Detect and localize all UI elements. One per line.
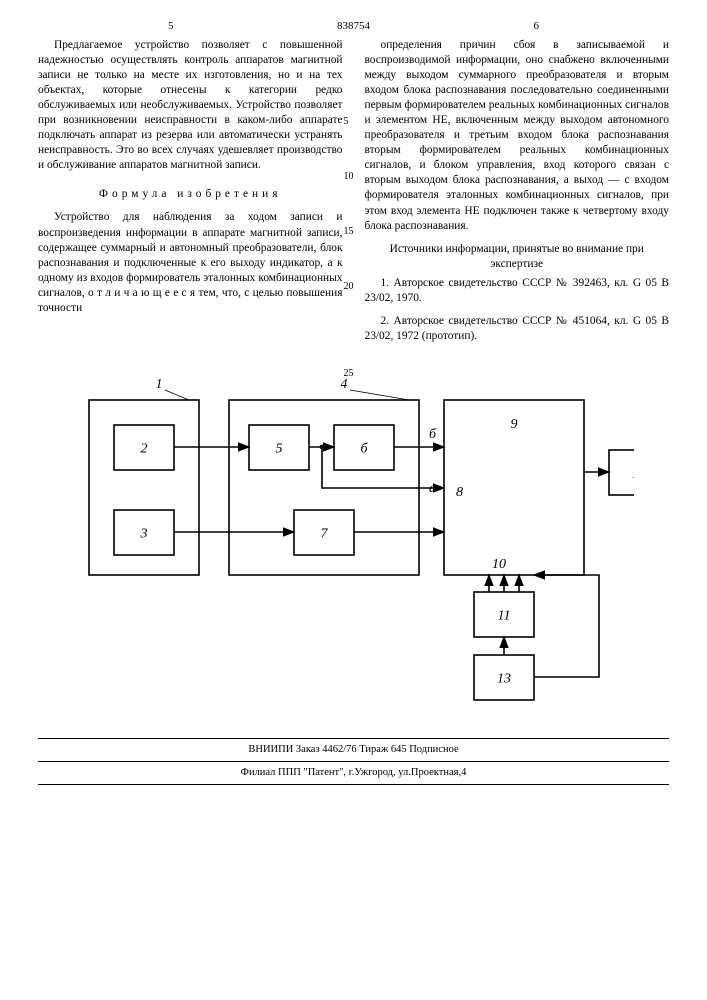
source-item: 1. Авторское свидетельство СССР № 392463… [365, 276, 670, 306]
paragraph: определения причин сбоя в записываемой и… [365, 38, 670, 234]
source-item: 2. Авторское свидетельство СССР № 451064… [365, 314, 670, 344]
line-number: 5 [344, 116, 349, 127]
footer: ВНИИПИ Заказ 4462/76 Тираж 645 Подписное… [38, 738, 669, 785]
svg-text:б: б [429, 427, 437, 442]
paragraph: Предлагаемое устройство позволяет с повы… [38, 38, 343, 173]
page: 5 838754 6 5 10 15 20 25 Предлагаемое ус… [0, 0, 707, 1000]
block-diagram: 14235б79121113ба810 [38, 370, 669, 710]
line-number: 10 [344, 171, 354, 182]
svg-text:б: б [360, 441, 368, 456]
sources-title: Источники информации, принятые во вниман… [365, 242, 670, 272]
column-number-left: 5 [168, 20, 174, 32]
svg-text:8: 8 [456, 485, 463, 500]
two-column-body: Предлагаемое устройство позволяет с повы… [38, 38, 669, 352]
svg-text:9: 9 [510, 417, 517, 432]
svg-text:11: 11 [497, 608, 510, 623]
svg-text:13: 13 [497, 671, 511, 686]
svg-text:2: 2 [140, 441, 147, 456]
svg-text:7: 7 [320, 526, 328, 541]
section-title-formula: Формула изобретения [38, 187, 343, 202]
left-column: Предлагаемое устройство позволяет с повы… [38, 38, 343, 352]
paragraph: Устройство для наблюдения за ходом запис… [38, 210, 343, 315]
diagram-svg: 14235б79121113ба810 [74, 370, 634, 710]
footer-line-1: ВНИИПИ Заказ 4462/76 Тираж 645 Подписное [38, 743, 669, 757]
svg-text:4: 4 [340, 377, 347, 392]
column-number-right: 6 [534, 20, 540, 32]
svg-text:12: 12 [632, 466, 634, 481]
footer-line-2: Филиал ППП "Патент", г.Ужгород, ул.Проек… [38, 761, 669, 780]
line-number: 20 [344, 281, 354, 292]
svg-text:5: 5 [275, 441, 282, 456]
line-number: 25 [344, 368, 354, 379]
svg-text:3: 3 [139, 526, 147, 541]
line-number: 15 [344, 226, 354, 237]
svg-text:1: 1 [155, 377, 162, 392]
right-column: определения причин сбоя в записываемой и… [365, 38, 670, 352]
document-number: 838754 [337, 20, 370, 32]
header-row: 5 838754 6 [38, 20, 669, 32]
svg-text:10: 10 [492, 557, 506, 572]
